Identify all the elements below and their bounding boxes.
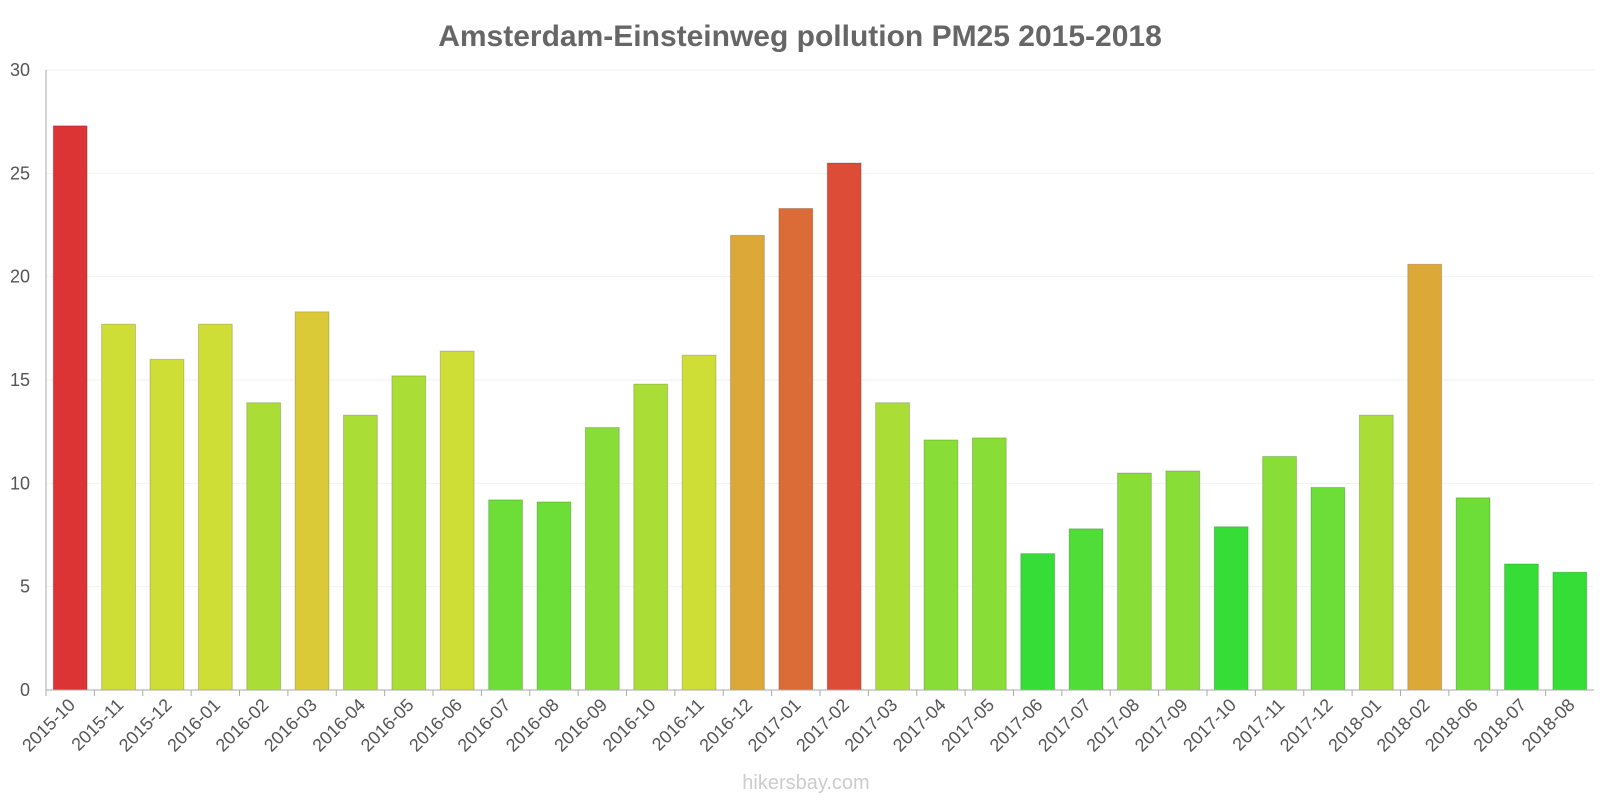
- x-tick-label: 2016-05: [357, 695, 418, 756]
- x-tick-label: 2016-06: [405, 695, 466, 756]
- x-tick-labels: 2015-102015-112015-122016-012016-022016-…: [18, 690, 1579, 756]
- x-tick-label: 2017-09: [1131, 695, 1192, 756]
- bars: [52, 125, 1588, 691]
- x-tick-label: 2017-03: [841, 695, 902, 756]
- bar-2017-10: [1213, 526, 1249, 691]
- x-tick-label: 2016-02: [212, 695, 273, 756]
- bar-2016-06: [439, 350, 475, 691]
- x-tick-label: 2017-06: [986, 695, 1047, 756]
- x-tick-label: 2016-10: [599, 695, 660, 756]
- x-tick-label: 2017-12: [1276, 695, 1337, 756]
- bar-2015-12: [149, 358, 185, 691]
- bar-2017-03: [875, 402, 910, 691]
- y-tick-label: 15: [10, 370, 30, 390]
- y-tick-label: 25: [10, 163, 30, 183]
- x-tick-label: 2015-12: [115, 695, 176, 756]
- bar-2018-02: [1407, 263, 1443, 691]
- bar-2017-08: [1117, 472, 1152, 691]
- x-tick-label: 2018-06: [1421, 695, 1482, 756]
- y-tick-label: 5: [20, 577, 30, 597]
- bar-2018-06: [1455, 497, 1491, 691]
- bar-2017-07: [1068, 528, 1104, 691]
- x-tick-label: 2017-02: [792, 695, 853, 756]
- bar-2018-08: [1552, 571, 1588, 691]
- bar-2018-01: [1358, 414, 1394, 691]
- watermark: hikersbay.com: [742, 772, 869, 794]
- bar-2018-07: [1504, 563, 1539, 691]
- x-tick-label: 2016-12: [695, 695, 756, 756]
- x-tick-label: 2017-10: [1179, 695, 1240, 756]
- x-tick-label: 2017-01: [744, 695, 805, 756]
- x-tick-label: 2016-07: [454, 695, 515, 756]
- x-tick-label: 2018-07: [1469, 695, 1530, 756]
- x-tick-label: 2016-08: [502, 695, 563, 756]
- y-tick-label: 30: [10, 60, 30, 80]
- bar-2016-07: [488, 499, 523, 691]
- x-tick-label: 2016-01: [163, 695, 224, 756]
- bar-2016-08: [536, 501, 572, 691]
- x-tick-label: 2018-08: [1518, 695, 1579, 756]
- bar-2017-06: [1020, 553, 1056, 691]
- x-tick-label: 2018-01: [1324, 695, 1385, 756]
- x-tick-label: 2016-09: [550, 695, 611, 756]
- y-tick-label: 0: [20, 680, 30, 700]
- bar-2016-12: [730, 234, 765, 691]
- bar-2017-04: [923, 439, 959, 691]
- x-tick-label: 2016-03: [260, 695, 321, 756]
- x-tick-label: 2017-04: [889, 695, 950, 756]
- bar-2016-10: [633, 383, 669, 691]
- bar-2016-11: [681, 354, 717, 691]
- bar-2016-01: [197, 323, 233, 691]
- bar-2015-11: [101, 323, 136, 691]
- bar-2016-05: [391, 375, 427, 691]
- x-tick-label: 2017-08: [1082, 695, 1143, 756]
- bar-2016-09: [584, 427, 620, 691]
- x-tick-label: 2016-04: [308, 695, 369, 756]
- bar-2017-11: [1262, 455, 1297, 691]
- bar-2016-02: [246, 402, 282, 691]
- y-tick-label: 10: [10, 473, 30, 493]
- y-tick-labels: 0 5 10 15 20 25 30: [10, 60, 30, 700]
- bar-2017-12: [1310, 486, 1346, 691]
- x-tick-label: 2017-05: [937, 695, 998, 756]
- bar-2017-02: [826, 162, 862, 691]
- bar-2017-05: [971, 437, 1007, 691]
- bar-2017-09: [1165, 470, 1201, 691]
- x-tick-label: 2017-07: [1034, 695, 1095, 756]
- chart-title: Amsterdam-Einsteinweg pollution PM25 201…: [438, 20, 1162, 53]
- x-tick-label: 2018-02: [1373, 695, 1434, 756]
- bar-2017-01: [778, 207, 814, 691]
- y-tick-label: 20: [10, 267, 30, 287]
- bar-2016-03: [294, 311, 330, 691]
- x-tick-label: 2015-10: [18, 695, 79, 756]
- bar-2016-04: [343, 414, 378, 691]
- bar-2015-10: [52, 125, 88, 691]
